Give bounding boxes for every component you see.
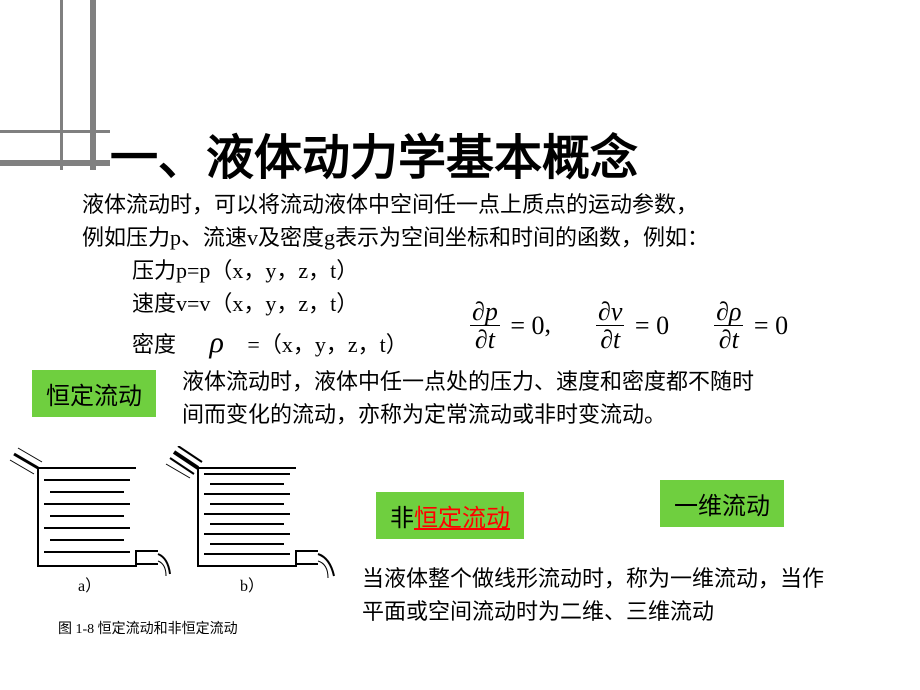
pde-num-1: ∂p xyxy=(470,298,500,326)
badge-unsteady-face: 非恒定流动 xyxy=(376,492,524,539)
badge-one-d: 一维流动 xyxy=(660,480,784,527)
figure-svg: a） b） xyxy=(8,446,348,601)
pde-block: ∂p ∂t = 0, ∂v ∂t = 0 ∂ρ ∂t = 0 xyxy=(470,298,788,354)
pde-frac-2: ∂v ∂t xyxy=(596,298,624,354)
pde-num-3: ∂ρ xyxy=(714,298,743,326)
badge-unsteady: 非恒定流动 xyxy=(376,492,524,539)
figure-label-a: a） xyxy=(78,577,101,595)
pde-frac-1: ∂p ∂t xyxy=(470,298,500,354)
intro-line5-prefix: 密度 xyxy=(132,332,176,357)
figure-caption: 图 1-8 恒定流动和非恒定流动 xyxy=(58,618,238,638)
intro-line2: 例如压力p、流速v及密度g表示为空间坐标和时间的函数，例如： xyxy=(82,221,709,254)
rho-symbol: ρ xyxy=(182,326,242,359)
badge-steady: 恒定流动 xyxy=(32,370,156,417)
pde-den-3: ∂t xyxy=(714,326,743,353)
one-d-desc-line2: 平面或空间流动时为二维、三维流动 xyxy=(362,595,714,628)
steady-desc-line2: 间而变化的流动，亦称为定常流动或非时变流动。 xyxy=(182,398,666,431)
badge-unsteady-prefix: 非 xyxy=(390,505,414,532)
figure-steady-unsteady: a） b） xyxy=(8,446,348,601)
one-d-desc-line1: 当液体整个做线形流动时，称为一维流动，当作 xyxy=(362,562,824,595)
pde-den-2: ∂t xyxy=(596,326,624,353)
intro-line1: 液体流动时，可以将流动液体中空间任一点上质点的运动参数， xyxy=(82,188,698,221)
grid-vline-1 xyxy=(60,0,63,170)
badge-unsteady-link[interactable]: 恒定流动 xyxy=(414,505,510,532)
pde-den-1: ∂t xyxy=(470,326,500,353)
page-title: 一、液体动力学基本概念 xyxy=(110,118,638,188)
grid-vline-2 xyxy=(90,0,96,170)
pde-frac-3: ∂ρ ∂t xyxy=(714,298,743,354)
pde-eq-1: = 0 xyxy=(510,311,544,341)
pde-comma-1: , xyxy=(545,309,552,338)
pde-num-2: ∂v xyxy=(596,298,624,326)
intro-line5-suffix: =（x，y，z，t） xyxy=(247,332,407,357)
intro-line3: 压力p=p（x，y，z，t） xyxy=(132,254,358,287)
badge-steady-face: 恒定流动 xyxy=(32,370,156,417)
pde-eq-3: = 0 xyxy=(754,311,788,341)
intro-line4: 速度v=v（x，y，z，t） xyxy=(132,287,358,320)
grid-hline-1 xyxy=(0,130,110,133)
grid-hline-2 xyxy=(0,160,110,166)
intro-line5: 密度 ρ =（x，y，z，t） xyxy=(132,320,408,365)
steady-desc-line1: 液体流动时，液体中任一点处的压力、速度和密度都不随时 xyxy=(182,365,754,398)
pde-eq-2: = 0 xyxy=(635,311,669,341)
badge-one-d-face: 一维流动 xyxy=(660,480,784,527)
figure-label-b: b） xyxy=(240,577,264,595)
